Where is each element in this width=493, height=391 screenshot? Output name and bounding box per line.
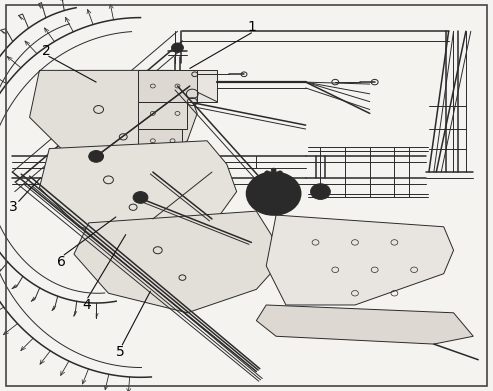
Polygon shape (266, 215, 454, 305)
Polygon shape (39, 141, 237, 246)
Circle shape (133, 192, 148, 203)
Polygon shape (138, 129, 182, 156)
Circle shape (272, 192, 275, 195)
Polygon shape (138, 70, 197, 102)
Circle shape (89, 151, 104, 162)
Circle shape (278, 171, 282, 175)
Polygon shape (138, 102, 187, 129)
Text: 5: 5 (116, 345, 125, 359)
Circle shape (311, 184, 330, 199)
Circle shape (246, 172, 301, 215)
Circle shape (272, 192, 275, 195)
Text: 2: 2 (42, 44, 51, 58)
Polygon shape (30, 70, 197, 172)
Circle shape (172, 43, 183, 52)
Text: 1: 1 (247, 20, 256, 34)
Circle shape (272, 192, 275, 195)
Circle shape (272, 192, 275, 195)
Polygon shape (256, 305, 473, 344)
Circle shape (271, 168, 276, 172)
Text: 6: 6 (57, 255, 66, 269)
Polygon shape (74, 211, 281, 313)
Circle shape (272, 192, 275, 195)
Text: 4: 4 (82, 298, 91, 312)
Circle shape (271, 175, 276, 179)
Circle shape (272, 192, 275, 195)
Text: 3: 3 (9, 200, 18, 214)
Circle shape (265, 171, 270, 175)
Polygon shape (153, 70, 217, 102)
